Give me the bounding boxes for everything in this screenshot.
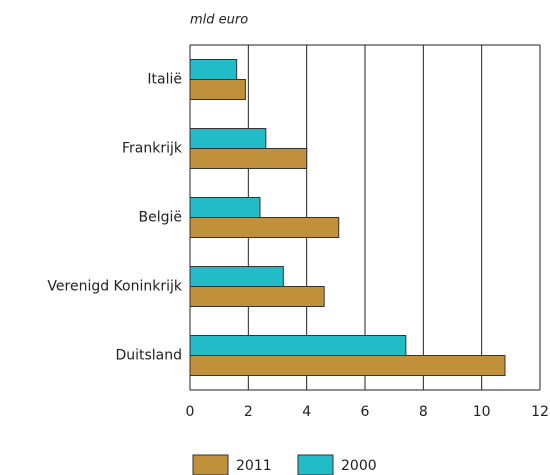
y-tick-label: Duitsland: [115, 348, 182, 364]
y-tick-label: Verenigd Koninkrijk: [47, 279, 182, 295]
x-tick-label: 10: [473, 404, 491, 420]
x-tick-label: 4: [302, 404, 311, 420]
bar: [189, 217, 340, 238]
x-tick-label: 6: [361, 404, 370, 420]
bar: [189, 266, 284, 287]
bar: [189, 128, 267, 149]
legend-label: 2000: [341, 458, 377, 474]
x-tick-label: 8: [419, 404, 428, 420]
bar: [189, 59, 238, 80]
y-tick-label: Frankrijk: [122, 141, 183, 157]
y-tick-label: Italië: [147, 72, 182, 88]
x-tick-label: 12: [531, 404, 549, 420]
bar: [189, 197, 261, 218]
bar: [189, 355, 506, 376]
bar: [189, 148, 308, 169]
x-tick-label: 2: [244, 404, 253, 420]
bar: [189, 335, 407, 356]
legend-label: 2011: [236, 458, 272, 474]
bar: [189, 286, 325, 307]
legend-swatch: [297, 454, 334, 475]
unit-label: mld euro: [190, 13, 248, 28]
bar: [189, 79, 246, 100]
legend-swatch: [192, 454, 229, 475]
y-tick-label: België: [139, 210, 183, 226]
x-tick-label: 0: [186, 404, 195, 420]
